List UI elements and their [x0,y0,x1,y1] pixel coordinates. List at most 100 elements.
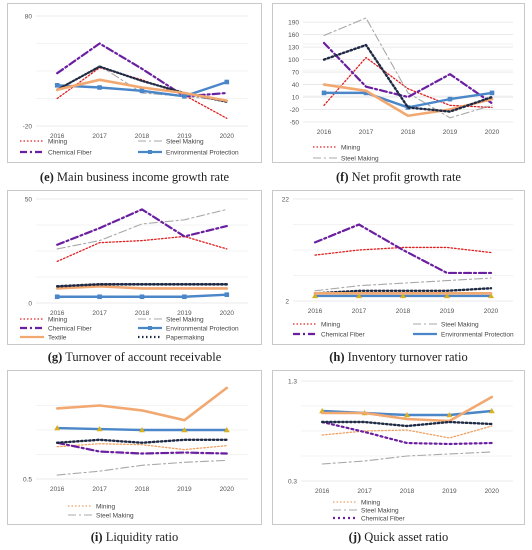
legend: Mining Steel Making Chemical Fiber Environm… [293,321,514,338]
x-tick-label: 2019 [177,486,192,493]
legend-item-steel-making: Steel Making [413,321,479,328]
series-line-papermaking [55,282,229,288]
data-point-environmental-protection [97,294,102,300]
data-point-environmental-protection [182,294,187,300]
series-line-series-5 [55,386,229,422]
legend-label: Steel Making [96,512,134,519]
legend-item-mining: Mining [293,321,341,328]
x-tick-label: 2018 [135,486,150,493]
y-tick-label: 0.3 [288,478,297,485]
series-line-mining [56,235,228,263]
legend: Mining Steel Making Chemical Fiber Environm… [20,316,239,341]
y-tick-label: -20 [23,123,33,130]
legend-item-textile: Textile [20,334,67,341]
legend-label: Steel Making [441,321,479,328]
x-tick-label: 2016 [308,308,323,315]
x-tick-label: 2020 [220,486,235,493]
data-point-series-4 [139,427,145,433]
caption-g-letter: (g) [47,350,63,364]
caption-f: (f) Net profit growth rate [272,170,525,185]
x-tick-label: 2018 [401,129,416,136]
series-line-chemical-fiber [321,420,493,446]
x-tick-label: 2016 [50,133,65,140]
y-tick-label: 130 [288,44,299,51]
y-tick-label: -50 [290,119,300,126]
data-point-environmental-protection [54,83,60,88]
y-tick-label: 80 [25,13,33,20]
legend-label: Chemical Fiber [48,149,93,156]
x-tick-label: 2020 [220,310,235,317]
data-point-series-4 [489,90,495,96]
series-line-series-3 [56,441,228,455]
legend-label: Chemical Fiber [321,331,366,338]
caption-h-letter: (h) [329,350,345,364]
y-tick-label: 50 [25,196,33,203]
legend-item-steel-making: Steel Making [313,155,379,162]
series-line-series-6 [56,438,229,444]
y-tick-label: 160 [288,32,299,39]
legend-label: Steel Making [341,155,379,162]
data-point-environmental-protection [224,79,230,85]
y-tick-label: 22 [282,196,290,203]
caption-g-text: Turnover of account receivable [65,350,222,364]
x-tick-label: 2017 [92,133,107,140]
legend: Mining Steel Making [68,503,134,519]
x-tick-label: 2017 [92,310,107,317]
gridlines [293,198,513,302]
legend-label: Steel Making [166,316,204,323]
caption-h-text: Inventory turnover ratio [347,350,468,364]
legend-marker [148,150,152,154]
legend-item-steel-making: Steel Making [138,138,204,145]
gridlines [36,15,248,127]
y-tick-label: 40 [292,82,300,89]
x-tick-label: 2017 [352,308,367,315]
data-point-environmental-protection [139,88,145,94]
legend-item-steel-making: Steel Making [333,507,399,514]
series-line-textile [55,285,229,290]
chart-panel-e: 80 -20 2016 2017 2018 2019 2020 Mining Steel Mak… [7,3,262,163]
data-point-series-4 [488,408,495,414]
series-line-mining [56,443,228,451]
data-point-series-4 [181,427,188,433]
data-point-environmental-protection [488,292,494,299]
series-line-steel-making [56,459,228,476]
data-point-series-4 [446,412,453,418]
gridlines [301,380,513,482]
caption-e: (e) Main business income growth rate [7,170,262,185]
y-tick-label: 70 [292,69,300,76]
chart-panel-h: 22 2 2016 2017 2018 2019 2020 Mining Steel Makin… [272,190,525,345]
legend-item-environmental-protection: Environmental Protection [138,149,239,156]
legend-label: Mining [321,321,341,328]
legend-item-mining: Mining [333,499,381,506]
series-line-mining [314,246,492,256]
y-tick-label: 0 [28,300,32,307]
x-tick-label: 2020 [220,133,235,140]
x-tick-label: 2020 [485,129,500,136]
caption-j-letter: (j) [348,530,362,544]
x-tick-label: 2018 [400,488,415,495]
legend: Mining Steel Making [313,144,379,162]
legend-item-papermaking: Papermaking [138,334,205,341]
chart-e-svg: 80 -20 2016 2017 2018 2019 2020 Mining Steel Mak… [20,13,248,156]
chart-g-svg: 50 0 2016 2017 2018 2019 2020 Mining Steel Makin… [20,196,248,341]
data-point-series-4 [223,427,230,433]
series-line-steel-making [321,451,493,465]
legend-marker [148,326,152,330]
legend-label: Mining [48,316,68,323]
x-tick-label: 2018 [396,308,411,315]
legend-label: Papermaking [166,334,205,341]
x-tick-label: 2017 [359,129,374,136]
y-tick-label: 190 [288,19,299,26]
x-tick-label: 2020 [485,488,500,495]
caption-e-letter: (e) [39,170,54,184]
chart-panel-f: 190 160 130 100 70 40 10 -20 -50 2016 2017 2018 2019… [272,3,525,163]
x-tick-label: 2016 [50,310,65,317]
data-point-series-4 [321,90,327,96]
data-point-environmental-protection [356,292,362,299]
series-line-chemical-fiber [56,208,228,246]
caption-h: (h) Inventory turnover ratio [272,350,525,365]
legend-label: Chemical Fiber [48,325,93,332]
series-line-series-5 [313,287,493,295]
series-line-mining [323,56,493,109]
